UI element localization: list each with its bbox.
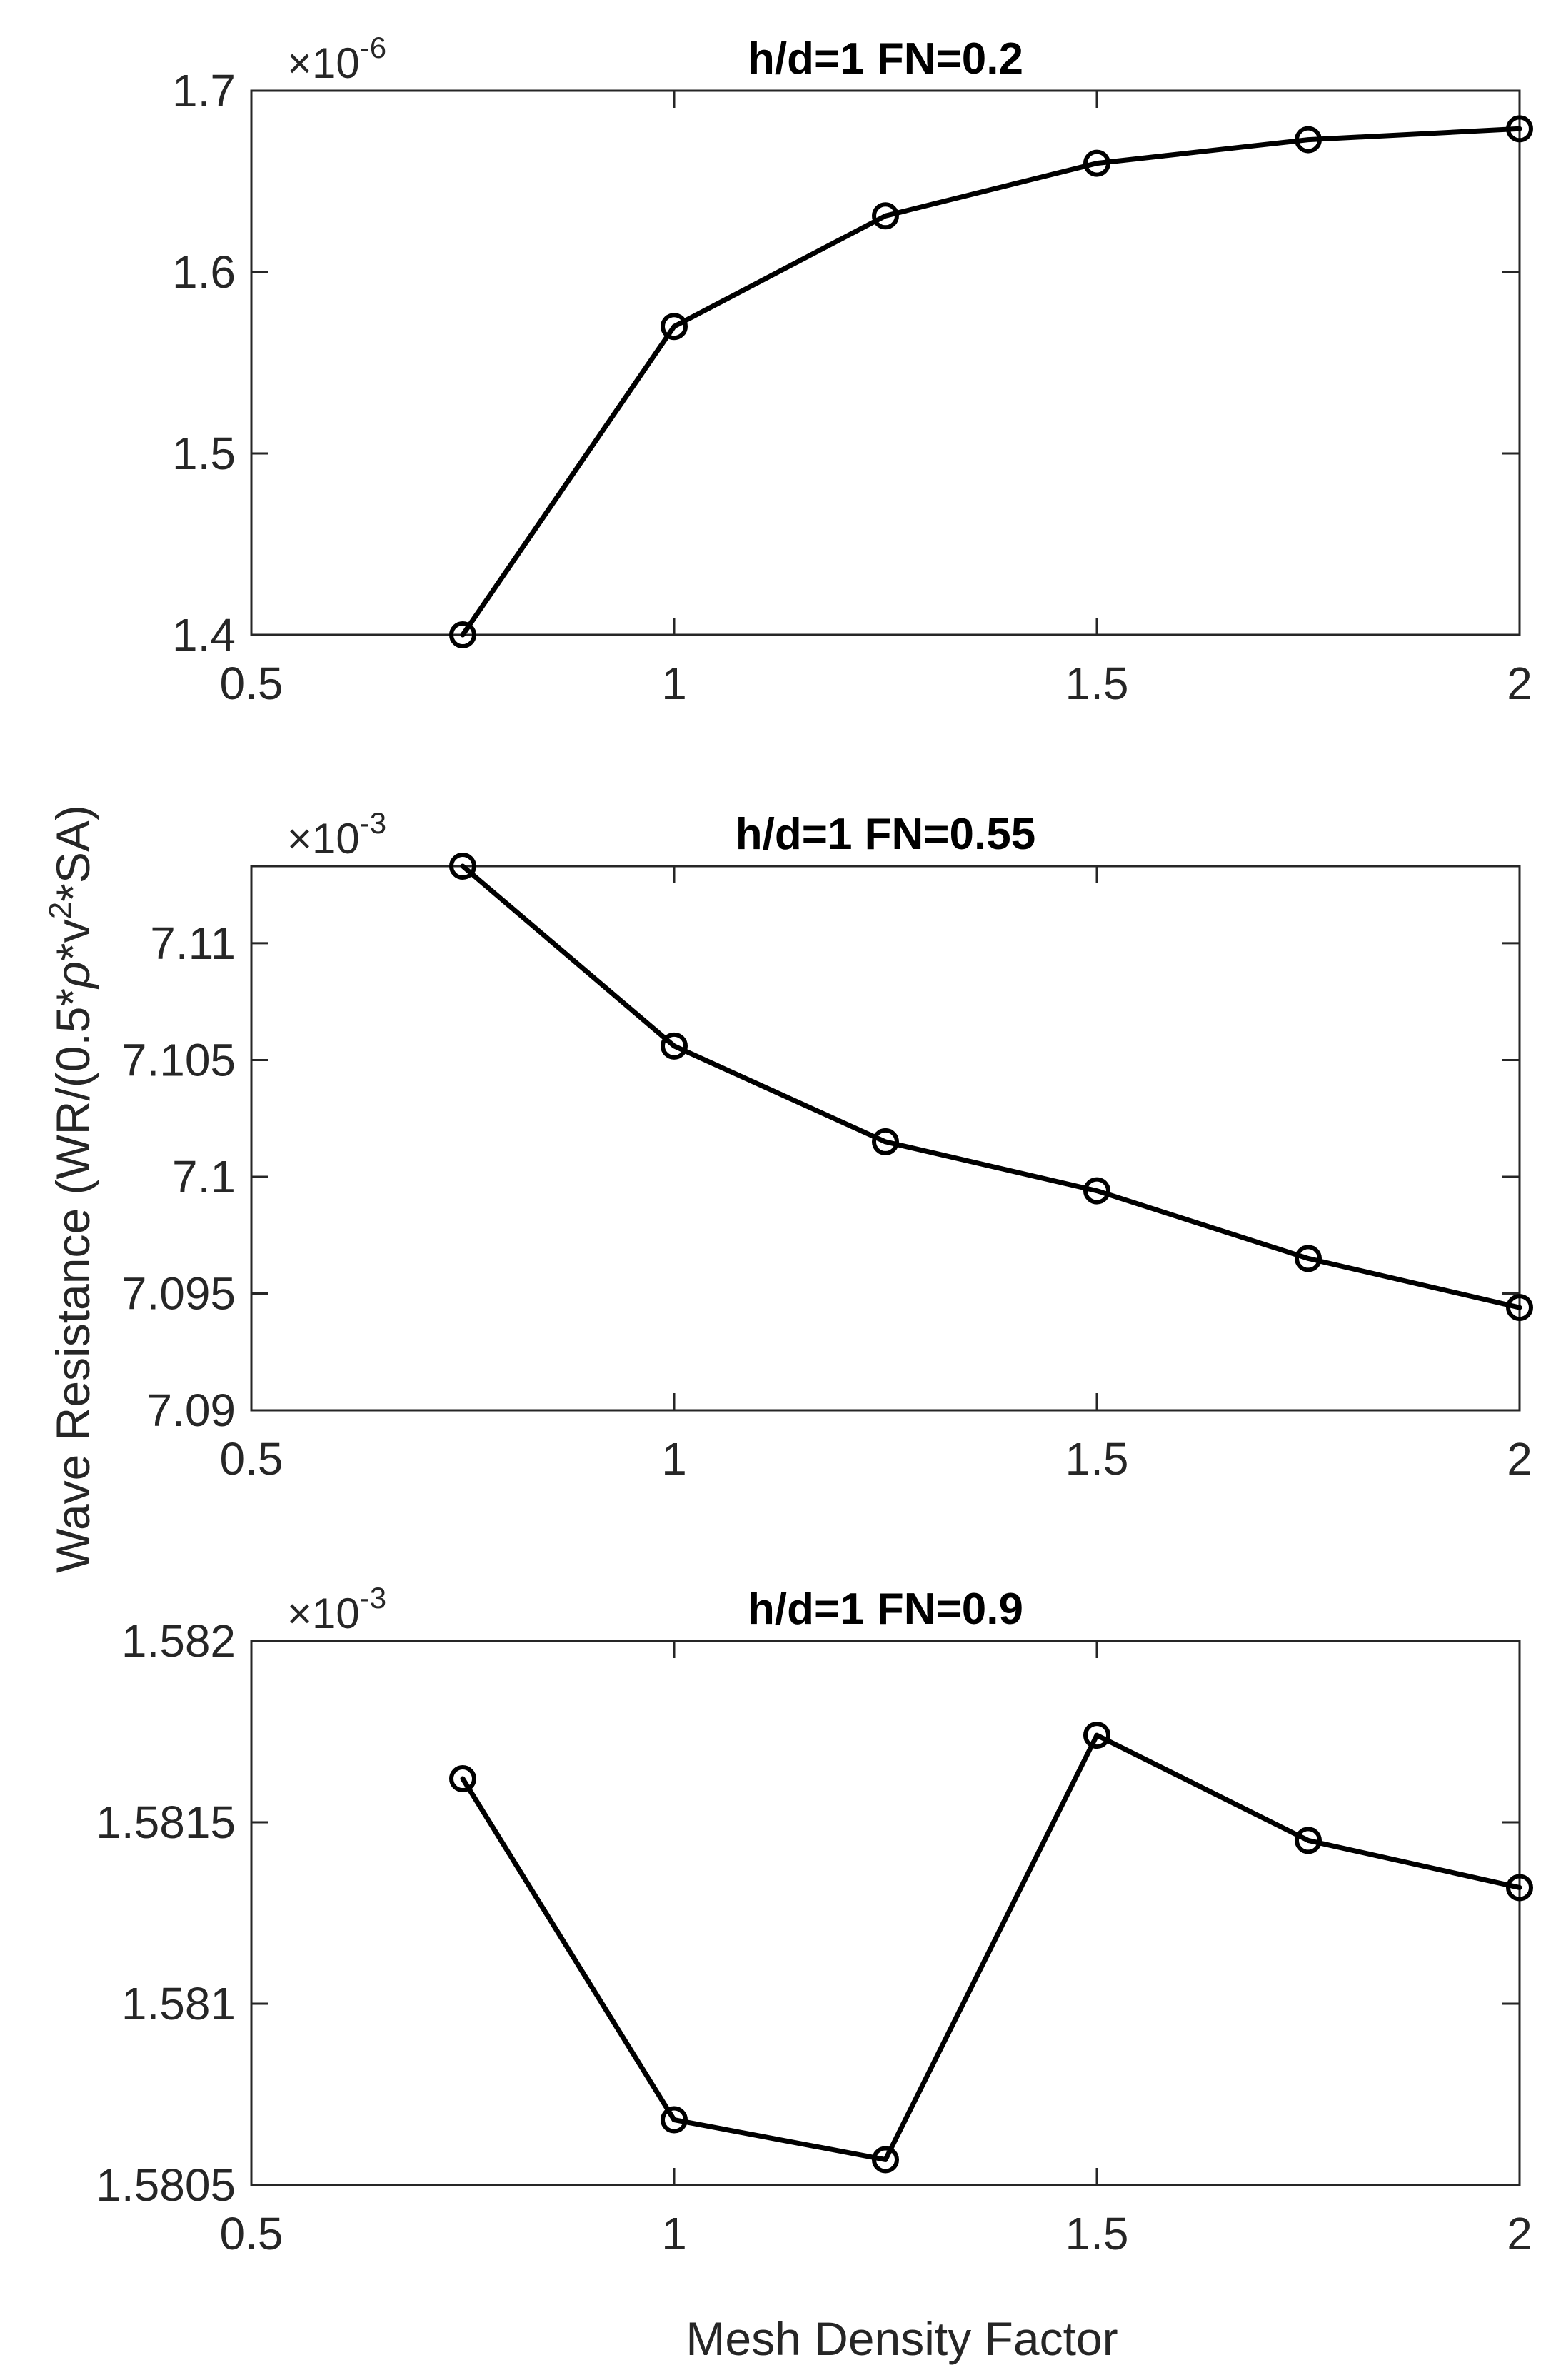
panel-2-data-point (449, 853, 476, 880)
panel-3-multiplier: ×10-3 (287, 1581, 386, 1637)
panel-3-y-tick-label: 1.581 (121, 1978, 236, 2029)
panel-2-y-tick-label: 7.09 (146, 1385, 236, 1436)
panel-3-x-tick-label: 0.5 (220, 2208, 283, 2259)
panel-3-x-tick-label: 1.5 (1065, 2208, 1129, 2259)
panel-3-data-point (449, 1765, 476, 1793)
panel-2-multiplier-base: ×10 (287, 815, 360, 863)
panel-1-data-point (1295, 126, 1322, 154)
y-axis-label-superscript: 2 (43, 902, 78, 919)
panel-1-data-point (449, 621, 476, 648)
panel-1-x-tick-label: 0.5 (220, 658, 283, 709)
panel-1-data-point (872, 202, 899, 230)
panel-3-data-point (1506, 1874, 1533, 1902)
panel-1-y-tick-label: 1.4 (172, 609, 236, 661)
panel-2-frame (250, 865, 1521, 1412)
panel-3-data-point (661, 2106, 688, 2134)
panel-1-multiplier-base: ×10 (287, 39, 360, 87)
y-axis-label: Wave Resistance (WR/(0.5*ρ*v2*SA) (43, 805, 99, 1573)
panel-3-y-tick-label: 1.5805 (96, 2159, 236, 2211)
panel-1-multiplier-exponent: -6 (360, 31, 386, 64)
panel-2-data-point (661, 1032, 688, 1060)
panel-1-data-point (661, 313, 688, 341)
panel-2: 0.5 1 1.5 2 7.09 7.095 7.1 7.105 7.11 ×10-3 h/d=1 … (121, 806, 1533, 1485)
panel-2-y-tick-label: 7.105 (121, 1034, 236, 1085)
y-axis-label-rho: ρ (46, 961, 99, 990)
panel-3-data-point (872, 2146, 899, 2174)
panel-2-data-point (1083, 1177, 1110, 1205)
panel-1-y-tick-label: 1.7 (172, 65, 236, 116)
panel-2-y-tick-label: 7.095 (121, 1267, 236, 1319)
panel-1-data-point (1506, 115, 1533, 143)
panel-1-x-tick-label: 2 (1507, 658, 1532, 709)
panel-3-y-tick-label: 1.5815 (96, 1797, 236, 1848)
panel-3-multiplier-base: ×10 (287, 1590, 360, 1637)
panel-1-x-tick-label: 1.5 (1065, 658, 1129, 709)
panel-2-title: h/d=1 FN=0.55 (736, 810, 1035, 859)
panel-2-x-tick-label: 1 (661, 1433, 687, 1485)
panels: 0.5 1 1.5 21.41.51.61.7×10-6 h/d=1 FN=0.20.5… (96, 31, 1533, 2259)
panel-3-series-line (460, 1732, 1522, 2162)
panel-2-data-point (872, 1128, 899, 1155)
panel-2-series-line (460, 863, 1522, 1310)
y-axis-label-part-2: *v (46, 919, 99, 961)
panel-1-frame (250, 89, 1521, 636)
panel-1-title: h/d=1 FN=0.2 (748, 34, 1023, 84)
x-axis-label: Mesh Density Factor (686, 2312, 1118, 2365)
panel-3: 0.5 1 1.5 2 1.5805 1.581 1.5815 1.582 ×10-3 h/d=1… (96, 1581, 1533, 2259)
panel-2-x-tick-label: 2 (1507, 1433, 1532, 1485)
panel-2-data-point (1295, 1245, 1322, 1272)
panel-3-data-point (1083, 1722, 1110, 1749)
panel-3-data-point (1295, 1827, 1322, 1854)
panel-1-series-line (460, 126, 1522, 638)
panel-3-x-tick-label: 2 (1507, 2208, 1532, 2259)
y-axis-label-part-3: *SA) (46, 805, 99, 902)
panel-2-y-tick-label: 7.1 (172, 1151, 236, 1202)
panel-3-y-tick-label: 1.582 (121, 1615, 236, 1667)
panel-1-y-tick-label: 1.5 (172, 428, 236, 479)
panel-2-x-tick-label: 0.5 (220, 1433, 283, 1485)
panel-2-data-point (1506, 1294, 1533, 1322)
panel-2-y-tick-label: 7.11 (150, 918, 236, 969)
panel-2-x-tick-label: 1.5 (1065, 1433, 1129, 1485)
y-axis-label-part-1: Wave Resistance (WR/(0.5* (46, 988, 99, 1573)
panel-1: 0.5 1 1.5 2 1.4 1.5 1.6 1.7 ×10-6 h/d=1 FN=0.2 (172, 31, 1533, 709)
panel-2-multiplier: ×10-3 (287, 806, 386, 863)
panel-2-multiplier-exponent: -3 (360, 806, 386, 840)
panel-1-x-tick-label: 1 (661, 658, 687, 709)
panel-1-multiplier: ×10-6 (287, 31, 386, 87)
panel-3-x-tick-label: 1 (661, 2208, 687, 2259)
panel-1-data-point (1083, 149, 1110, 177)
panel-1-y-tick-label: 1.6 (172, 246, 236, 298)
panel-3-frame (250, 1640, 1521, 2186)
panel-3-title: h/d=1 FN=0.9 (748, 1585, 1023, 1634)
panel-3-multiplier-exponent: -3 (360, 1581, 386, 1615)
